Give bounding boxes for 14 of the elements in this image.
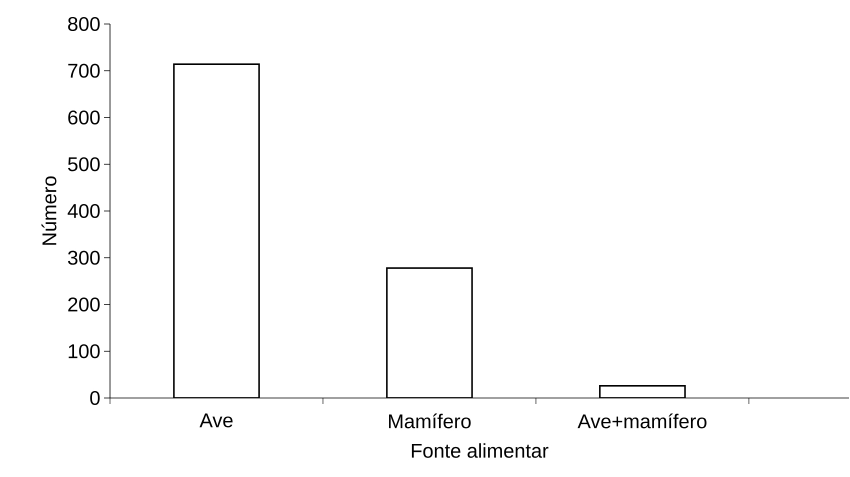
- y-tick-label: 500: [68, 157, 100, 172]
- x-axis-title: Fonte alimentar: [412, 443, 548, 458]
- y-tick-label: 200: [68, 297, 100, 312]
- x-tick-label: Mamífero: [389, 414, 471, 428]
- y-tick-label: 400: [68, 204, 100, 218]
- x-tick-label: Ave: [200, 414, 233, 428]
- y-axis-title: Número: [42, 176, 56, 245]
- x-tick-label: Ave+mamífero: [578, 414, 706, 428]
- y-tick-label: 700: [68, 64, 100, 78]
- y-tick-label: 300: [68, 250, 100, 265]
- y-tick-label: 800: [68, 16, 100, 32]
- y-tick-label: 600: [68, 110, 100, 125]
- y-tick-label: 100: [68, 344, 100, 358]
- y-tick-label: 0: [90, 390, 100, 406]
